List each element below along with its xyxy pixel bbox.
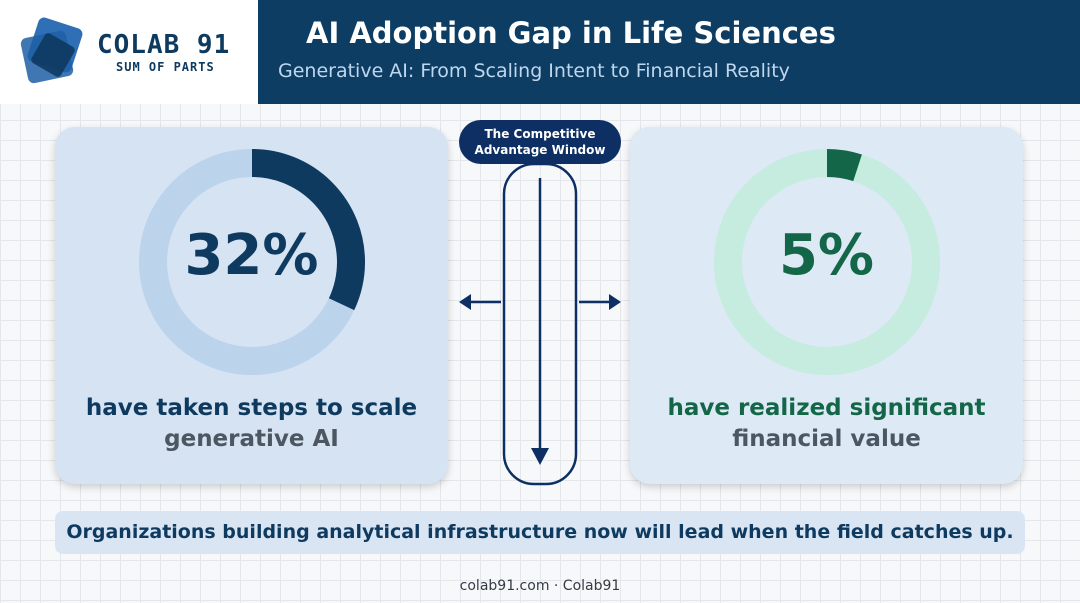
pill-line2: Advantage Window	[474, 143, 606, 157]
page-title: AI Adoption Gap in Life Sciences	[306, 16, 836, 50]
advantage-window-diagram	[459, 162, 621, 486]
left-arrow-icon	[459, 294, 471, 310]
header: COLAB 91 SUM OF PARTS AI Adoption Gap in…	[0, 0, 1080, 104]
title-area: AI Adoption Gap in Life Sciences Generat…	[258, 0, 1080, 104]
stat-label-line2: generative AI	[164, 426, 339, 452]
stat-label-line1: have taken steps to scale	[85, 395, 418, 421]
progress-ring-value	[714, 149, 940, 375]
pill-line1: The Competitive	[484, 127, 596, 141]
stat-card-value: 5% have realized significant financial v…	[630, 127, 1023, 484]
stat-value-financial: 5%	[778, 223, 875, 288]
stat-label-line1: have realized significant	[667, 395, 986, 421]
stat-label-financial: have realized significant financial valu…	[630, 393, 1023, 455]
competitive-window-pill: The Competitive Advantage Window	[459, 120, 621, 164]
conclusion-banner: Organizations building analytical infras…	[55, 511, 1025, 554]
colab91-logo-icon	[20, 17, 83, 84]
footer-credit: colab91.com · Colab91	[459, 578, 621, 594]
page-subtitle: Generative AI: From Scaling Intent to Fi…	[278, 60, 790, 82]
stat-value-scaling: 32%	[184, 223, 319, 288]
logo-area: COLAB 91 SUM OF PARTS	[0, 0, 258, 104]
stat-label-scaling: have taken steps to scale generative AI	[55, 393, 448, 455]
stat-label-line2: financial value	[732, 426, 921, 452]
progress-ring-scaling	[139, 149, 365, 375]
window-capsule	[502, 162, 578, 486]
stat-card-scaling: 32% have taken steps to scale generative…	[55, 127, 448, 484]
brand-name: COLAB 91	[97, 30, 231, 60]
right-arrow-icon	[609, 294, 621, 310]
brand-tagline: SUM OF PARTS	[116, 60, 215, 74]
down-arrow-icon	[531, 448, 549, 465]
